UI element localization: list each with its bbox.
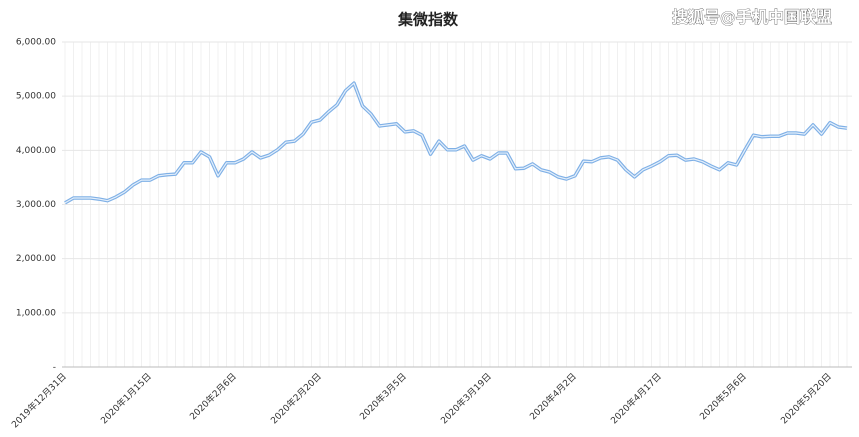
watermark: 搜狐号@手机中国联盟	[672, 8, 832, 27]
x-tick-label: 2020年5月20日	[778, 370, 834, 426]
x-tick-label: 2019年12月31日	[9, 370, 69, 430]
line	[64, 82, 848, 204]
x-tick-label: 2020年1月15日	[98, 370, 154, 426]
x-tick-label: 2020年3月5日	[357, 370, 409, 422]
y-tick-label: 4,000.00	[16, 146, 56, 156]
x-tick-label: 2020年2月20日	[268, 370, 324, 426]
y-tick-label: 6,000.00	[16, 38, 56, 48]
x-tick-label: 2020年5月6日	[697, 370, 749, 422]
x-tick-label: 2020年4月2日	[527, 370, 579, 422]
y-tick-label: -	[53, 363, 56, 373]
chart-title: 集微指数	[397, 11, 459, 29]
x-tick-label: 2020年3月19日	[438, 370, 494, 426]
x-tick-label: 2020年4月17日	[608, 370, 664, 426]
y-tick-label: 2,000.00	[16, 254, 56, 264]
y-tick-label: 1,000.00	[16, 308, 56, 318]
x-tick-label: 2020年2月6日	[187, 370, 239, 422]
y-tick-label: 5,000.00	[16, 92, 56, 102]
y-tick-label: 3,000.00	[16, 200, 56, 210]
